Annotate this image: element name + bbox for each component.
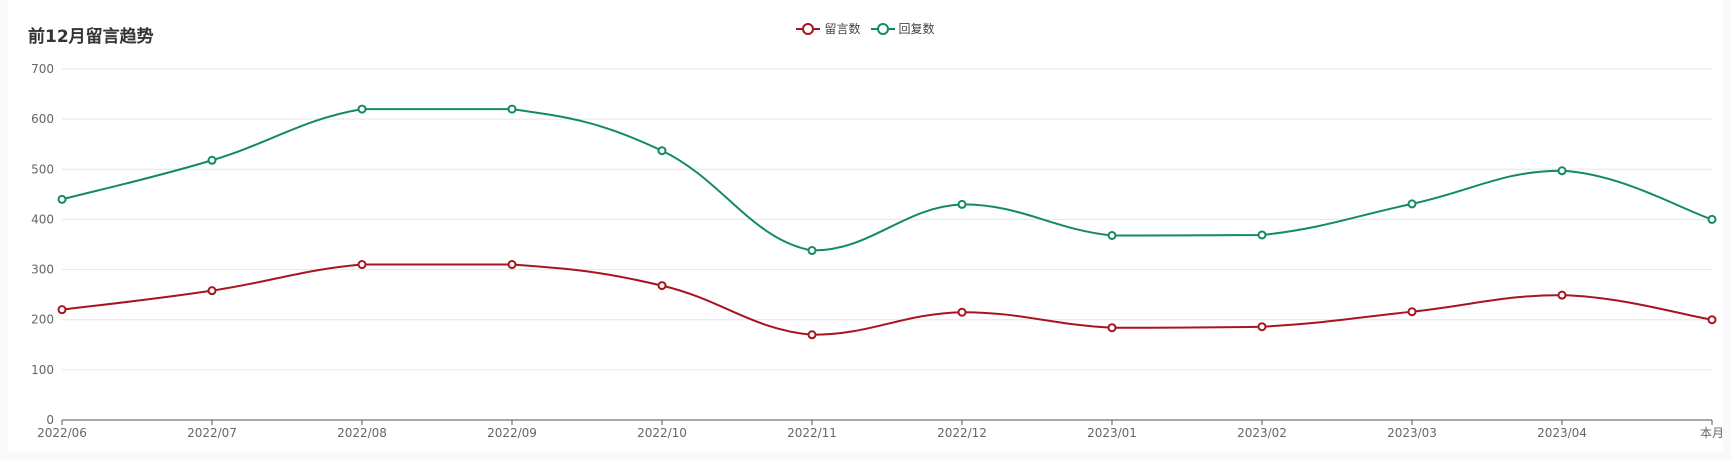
data-point-0-4 (657, 281, 667, 291)
data-point-1-11 (1707, 214, 1717, 224)
x-tick-label: 2022/10 (637, 426, 687, 440)
data-point-0-5 (807, 330, 817, 340)
y-tick-label: 200 (31, 313, 54, 327)
legend-label-messages: 留言数 (824, 22, 861, 36)
data-point-1-1 (207, 155, 217, 165)
data-point-0-10 (1557, 290, 1567, 300)
x-tick-label: 2022/08 (337, 426, 387, 440)
y-tick-label: 0 (46, 413, 54, 427)
x-tick-label: 2022/11 (787, 426, 837, 440)
data-point-0-6 (957, 307, 967, 317)
data-point-0-1 (207, 286, 217, 296)
data-point-1-8 (1257, 230, 1267, 240)
legend-item-messages[interactable]: 留言数 (796, 20, 861, 37)
legend-label-replies: 回复数 (898, 22, 935, 36)
y-tick-label: 500 (31, 162, 54, 176)
chart-title: 前12月留言趋势 (28, 27, 154, 47)
x-tick-label: 2023/03 (1387, 426, 1437, 440)
series-line-0 (61, 263, 1713, 336)
x-tick-label: 2023/01 (1087, 426, 1137, 440)
data-point-0-11 (1707, 315, 1717, 325)
data-point-0-7 (1107, 323, 1117, 333)
x-tick-label: 2023/04 (1537, 426, 1587, 440)
data-point-1-7 (1107, 230, 1117, 240)
data-point-1-0 (57, 194, 67, 204)
y-tick-label: 100 (31, 363, 54, 377)
y-tick-label: 700 (31, 62, 54, 76)
data-point-1-3 (507, 104, 517, 114)
x-tick-label: 2023/02 (1237, 426, 1287, 440)
x-tick-label: 本月 (1700, 426, 1724, 440)
x-tick-label: 2022/06 (37, 426, 87, 440)
chart-legend: 留言数 回复数 (0, 20, 1731, 37)
data-point-0-8 (1257, 322, 1267, 332)
data-point-1-4 (657, 146, 667, 156)
data-point-0-9 (1407, 307, 1417, 317)
x-tick-label: 2022/12 (937, 426, 987, 440)
y-tick-label: 400 (31, 212, 54, 226)
series-line-1 (61, 108, 1713, 252)
legend-marker-replies (870, 22, 895, 35)
data-point-1-10 (1557, 166, 1567, 176)
data-point-1-9 (1407, 199, 1417, 209)
x-tick-label: 2022/07 (187, 426, 237, 440)
data-point-0-0 (57, 305, 67, 315)
legend-marker-messages (796, 22, 821, 35)
x-tick-label: 2022/09 (487, 426, 537, 440)
data-point-0-2 (357, 260, 367, 270)
chart-card (8, 0, 1723, 452)
y-tick-label: 600 (31, 112, 54, 126)
legend-item-replies[interactable]: 回复数 (870, 20, 935, 37)
y-tick-label: 300 (31, 263, 54, 277)
data-point-1-5 (807, 246, 817, 256)
data-point-1-2 (357, 104, 367, 114)
data-point-1-6 (957, 199, 967, 209)
data-point-0-3 (507, 260, 517, 270)
